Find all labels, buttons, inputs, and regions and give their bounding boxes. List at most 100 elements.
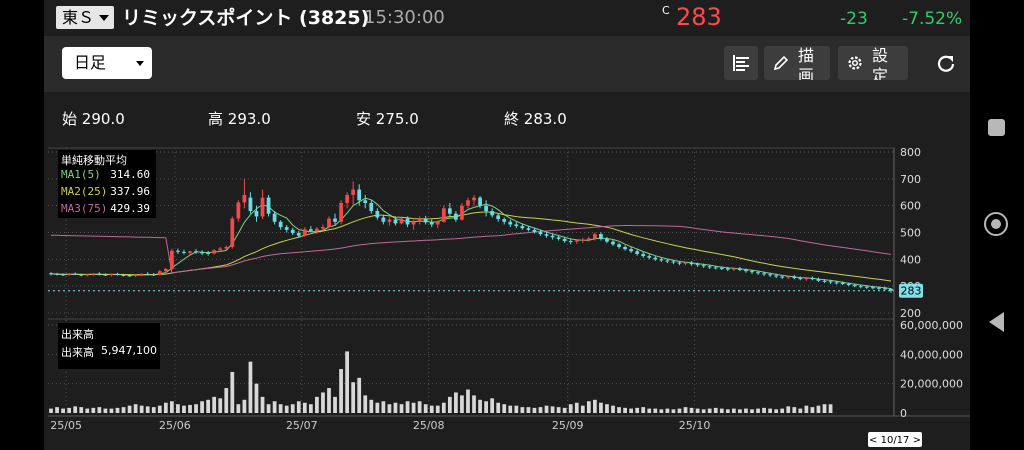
candle-body [327, 218, 331, 228]
volume-bar [254, 383, 259, 413]
high-number: 293.0 [227, 110, 271, 128]
volume-bar [375, 402, 380, 413]
volume-bar [393, 402, 398, 413]
volume-bar [556, 407, 561, 413]
volume-bar [133, 404, 138, 413]
volume-bar [327, 388, 331, 413]
candle-body [254, 211, 259, 217]
candle-body [641, 253, 646, 257]
volume-bar [351, 382, 356, 413]
volume-bar [731, 408, 736, 413]
candle-body [67, 273, 72, 275]
candle-body [502, 219, 507, 222]
home-icon[interactable] [984, 212, 1008, 236]
volume-bar [266, 404, 271, 413]
volume-bar [544, 405, 549, 413]
candle-body [381, 217, 386, 222]
settings-button[interactable]: 設定 [838, 46, 908, 80]
volume-bar [333, 396, 337, 413]
volume-bar [182, 405, 186, 413]
candle-body [121, 274, 126, 276]
draw-button[interactable]: 描画 [764, 46, 830, 80]
candle-body [719, 267, 724, 269]
candle-body [163, 268, 168, 272]
candle-body [750, 271, 754, 273]
volume-tick-label: 60,000,000 [900, 319, 963, 332]
candle-body [804, 278, 809, 280]
candle-body [617, 244, 621, 247]
x-tick-label: 25/06 [159, 419, 191, 432]
candle-body [85, 274, 90, 276]
x-tick-label: 25/08 [413, 419, 445, 432]
ma2-line [50, 211, 892, 282]
volume-bar [647, 408, 652, 413]
volume-bar [466, 389, 470, 413]
close-value: 終 283.0 [504, 108, 567, 129]
candle-body [659, 259, 664, 261]
candle-body [707, 266, 712, 268]
candle-body [423, 218, 428, 223]
candle-body [375, 211, 380, 218]
candle-body [109, 274, 114, 276]
candle-body [599, 234, 603, 239]
volume-bar [387, 404, 392, 413]
volume-bar [804, 405, 809, 413]
market-selector[interactable]: 東Ｓ [56, 6, 114, 29]
refresh-icon[interactable] [934, 52, 958, 76]
indicator-button[interactable] [724, 46, 758, 80]
date-navigator-label[interactable]: < 10/17 > [869, 435, 921, 446]
x-tick-label: 25/10 [679, 419, 711, 432]
candle-body [683, 262, 688, 264]
volume-bar [206, 399, 211, 413]
period-selector[interactable]: 日足 [62, 47, 152, 79]
volume-bar [79, 407, 84, 413]
volume-bar [236, 404, 241, 413]
candle-body [532, 229, 537, 232]
back-icon[interactable] [989, 312, 1004, 332]
candle-body [260, 197, 265, 217]
gear-icon [848, 56, 862, 70]
candle-body [738, 268, 742, 271]
market-label: 東Ｓ [62, 8, 95, 27]
price-tick-label: 700 [900, 173, 921, 186]
candle-body [321, 227, 325, 229]
candle-body [647, 256, 652, 258]
quote-time: 15:30:00 [364, 7, 445, 28]
candle-body [798, 278, 803, 280]
volume-bar [85, 408, 90, 413]
volume-bar [695, 408, 700, 413]
candle-body [61, 274, 65, 276]
candle-body [188, 251, 192, 253]
candle-body [369, 202, 374, 212]
volume-bar [641, 407, 646, 413]
ma-legend: 単純移動平均 MA1(5) 314.60 MA2(25) 337.96 MA3(… [58, 150, 156, 218]
candle-body [272, 213, 277, 222]
price-tick-label: 200 [900, 307, 921, 320]
volume-bar [671, 409, 676, 413]
candle-body [242, 194, 247, 203]
candle-body [454, 213, 458, 220]
volume-bar [308, 404, 313, 413]
candle-body [562, 238, 567, 242]
volume-bar [49, 408, 53, 413]
volume-bar [417, 401, 422, 413]
price-chart[interactable]: 80070060050040030020060,000,00040,000,00… [44, 92, 970, 450]
volume-bar [580, 405, 585, 413]
candle-body [333, 218, 337, 222]
candle-body [345, 194, 349, 203]
volume-bar [345, 351, 349, 413]
volume-bar [115, 407, 120, 413]
candle-body [695, 264, 700, 266]
candle-body [248, 197, 253, 212]
candle-body [568, 241, 573, 243]
x-tick-label: 25/05 [50, 419, 82, 432]
candle-body [852, 285, 857, 287]
candle-body [266, 197, 271, 214]
volume-bar [151, 407, 156, 413]
volume-bar [526, 407, 531, 413]
recent-apps-icon[interactable] [988, 119, 1005, 136]
candle-body [405, 218, 410, 225]
volume-bar [568, 404, 573, 413]
candle-body [701, 265, 706, 267]
candle-body [870, 287, 875, 289]
